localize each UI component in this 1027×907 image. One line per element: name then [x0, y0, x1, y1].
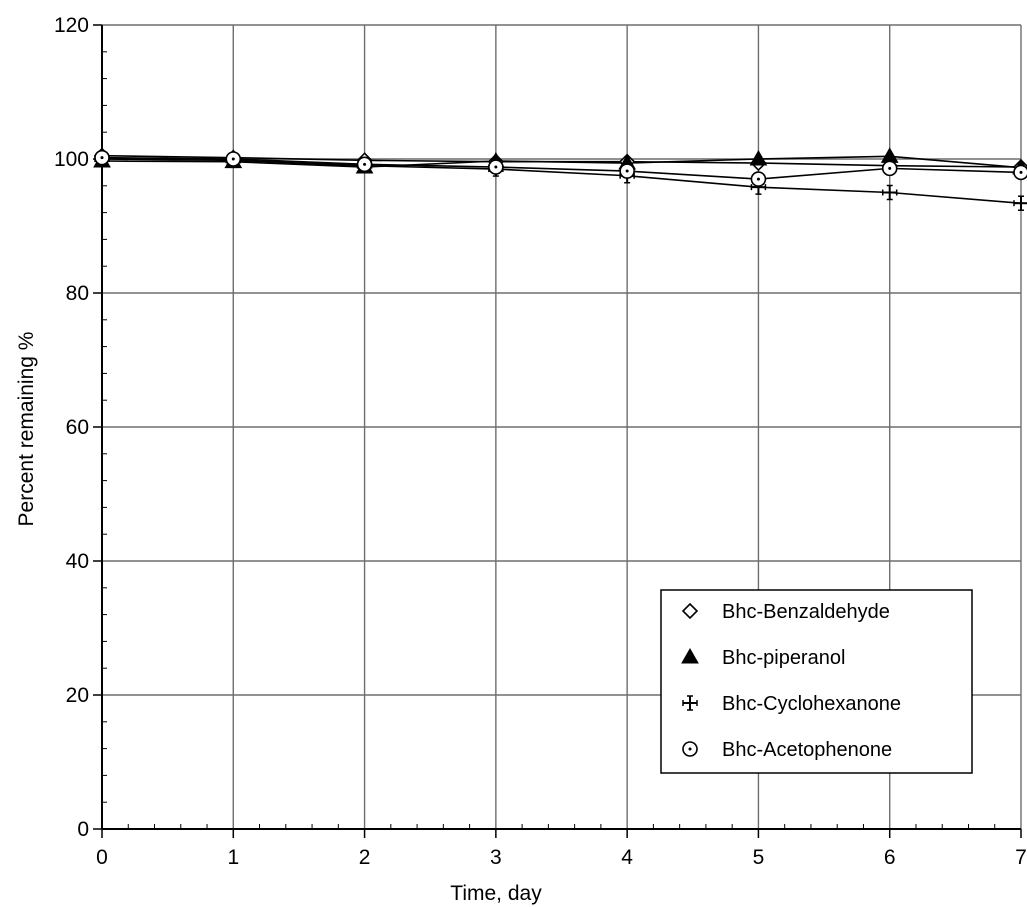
circle-dot — [888, 166, 892, 170]
y-tick-label: 80 — [66, 282, 89, 305]
circle-dot — [1019, 170, 1023, 174]
y-tick-label: 40 — [66, 550, 89, 573]
data-point-bhc-acetophenone — [225, 151, 242, 167]
data-point-bhc-acetophenone — [488, 159, 504, 175]
circle-dot — [363, 162, 367, 166]
legend-marker — [681, 647, 699, 664]
legend-marker — [682, 695, 698, 711]
data-point-bhc-acetophenone — [750, 171, 767, 187]
y-tick-label: 20 — [66, 684, 89, 707]
data-point-bhc-piperanol — [749, 149, 768, 166]
legend-label: Bhc-piperanol — [722, 647, 845, 669]
y-tick-label: 100 — [54, 148, 89, 171]
data-point-bhc-acetophenone — [881, 160, 898, 177]
circle-dot — [688, 747, 692, 751]
x-tick-label: 2 — [359, 846, 371, 869]
y-tick-label: 60 — [66, 416, 89, 439]
legend-item-bhc-acetophenone: Bhc-Acetophenone — [682, 739, 892, 761]
tick-labels: 0 1 2 3 4 5 6 7 0 20 40 60 80 100 120 — [54, 14, 1027, 869]
data-point-bhc-acetophenone — [1013, 164, 1027, 181]
x-axis-title: Time, day — [450, 882, 542, 905]
data-point-bhc-acetophenone — [94, 149, 110, 166]
legend-item-bhc-piperanol: Bhc-piperanol — [681, 647, 845, 669]
data-point-bhc-acetophenone — [356, 156, 373, 173]
x-tick-label: 5 — [753, 846, 765, 869]
circle-dot — [494, 165, 498, 169]
data-point-bhc-cyclohexanone — [881, 184, 898, 201]
legend-box — [660, 589, 973, 774]
series-lines — [101, 154, 1022, 205]
legend-label: Bhc-Acetophenone — [722, 739, 892, 761]
x-tick-label: 7 — [1015, 846, 1027, 869]
legend-item-bhc-benzaldehyde: Bhc-Benzaldehyde — [681, 601, 890, 623]
diamond-shape — [681, 602, 699, 620]
data-point-bhc-acetophenone — [619, 163, 635, 179]
circle-dot — [625, 169, 629, 173]
legend-marker — [682, 741, 698, 757]
series-line-bhc-acetophenone — [101, 156, 1022, 180]
legend-marker — [681, 602, 699, 620]
circle-dot — [231, 157, 235, 161]
circle-dot — [100, 156, 104, 160]
y-tick-label: 120 — [54, 14, 89, 37]
series-line-bhc-cyclohexanone — [101, 158, 1022, 205]
y-axis-title: Percent remaining % — [15, 332, 38, 527]
x-tick-label: 0 — [96, 846, 108, 869]
series-line-bhc-piperanol — [101, 155, 1022, 169]
x-tick-label: 1 — [227, 846, 239, 869]
legend-entries: Bhc-Benzaldehyde Bhc-piperanol Bhc-Cyclohe… — [681, 601, 901, 761]
legend-label: Bhc-Benzaldehyde — [722, 601, 890, 623]
series-markers — [93, 147, 1027, 211]
x-tick-label: 4 — [621, 846, 633, 869]
x-tick-label: 6 — [884, 846, 896, 869]
triangle-shape — [749, 149, 768, 166]
data-point-bhc-cyclohexanone — [1013, 195, 1027, 211]
legend-label: Bhc-Cyclohexanone — [722, 693, 901, 715]
x-tick-label: 3 — [490, 846, 502, 869]
legend-item-bhc-cyclohexanone: Bhc-Cyclohexanone — [682, 693, 901, 715]
circle-dot — [756, 177, 760, 181]
triangle-shape — [681, 647, 699, 664]
y-tick-label: 0 — [77, 818, 89, 841]
legend: Bhc-Benzaldehyde Bhc-piperanol Bhc-Cyclohe… — [660, 589, 973, 774]
